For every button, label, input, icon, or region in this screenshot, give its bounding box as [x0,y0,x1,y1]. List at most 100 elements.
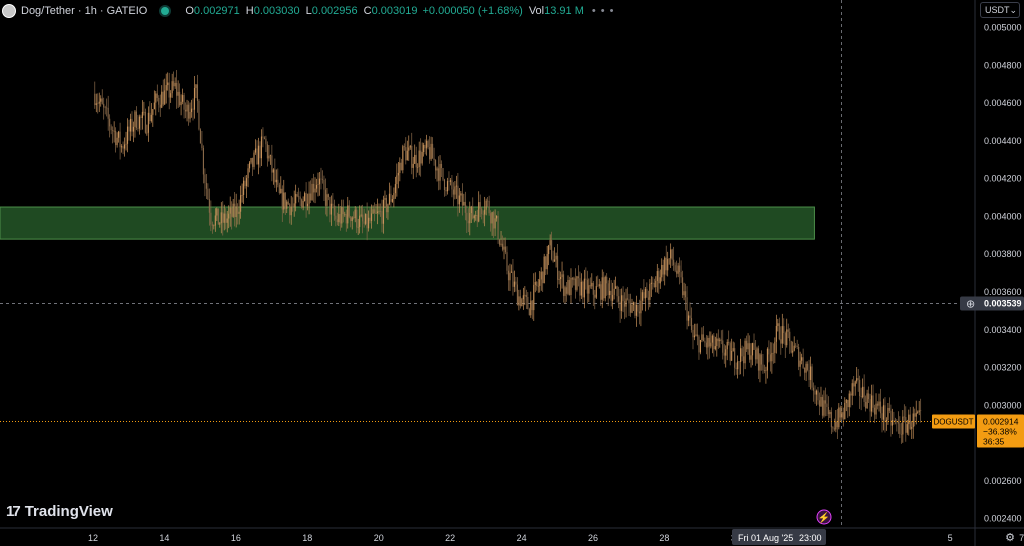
candle-body [429,147,431,160]
symbol-tag[interactable] [932,414,975,429]
candle-body [494,218,496,229]
candle-body [241,194,243,196]
candle-body [393,193,395,199]
candle-body [277,179,279,185]
price-axis[interactable]: 0.005000 0.004800 0.004600 0.004400 0.004200… [974,0,1022,546]
tradingview-logo[interactable]: 17 TradingView [6,503,113,520]
candle-body [225,213,227,223]
candle-body [804,367,806,373]
candle-body [223,213,225,223]
candle-body [731,350,733,361]
candle-body [180,101,182,106]
candle-body [658,271,660,284]
candle-body [365,213,367,224]
currency-selector[interactable]: USDT ⌄ [980,2,1020,18]
candle-body [583,278,585,298]
last-price-tag[interactable] [977,414,1024,448]
candle-body [772,352,774,354]
candle-body [824,400,826,404]
candle-body [330,203,332,215]
candle-body [817,390,819,401]
candle-body [519,296,521,307]
candle-body [778,323,780,340]
candle-body [744,340,746,364]
candle-body [851,383,853,396]
candle-body [152,109,154,115]
candle-body [869,399,871,412]
candle-body [244,180,246,187]
candle-body [222,212,224,223]
candle-body [147,112,149,133]
candle-body [814,390,816,395]
candle-body [619,301,621,311]
time-axis[interactable]: 1214161820222426283057 [0,527,1024,543]
crosshair-price-tag[interactable] [960,296,1024,311]
candle-body [716,338,718,347]
candle-body [673,259,675,266]
candle-body [537,285,539,287]
candle-body [512,271,514,287]
candle-body [524,294,526,296]
candle-body [835,421,837,430]
low-value: 0.002956 [311,5,358,17]
candle-body [427,140,429,148]
candle-body [390,193,392,202]
candle-body [836,421,838,428]
candle-body [103,103,105,108]
add-alert-icon[interactable]: ⊕ [966,299,975,311]
close-value: 0.003019 [371,5,418,17]
candle-body [217,208,219,225]
candle-body [696,334,699,337]
symbol-title[interactable]: Dog/Tether · 1h · GATEIO [21,5,148,17]
candle-body [446,181,449,192]
candle-body [448,181,450,182]
candle-body [369,217,371,221]
candle-body [207,188,209,200]
candle-body [629,303,632,313]
candle-body [473,215,475,219]
candle-body [714,346,716,350]
candle-body [382,199,385,224]
last-price-value: 0.002914 [983,417,1019,427]
candle-body [493,212,495,229]
candle-body [705,342,707,348]
candle-body [104,107,106,109]
candle-body [199,129,201,144]
candle-body [240,195,242,212]
demand-zone[interactable] [0,206,815,240]
candle-body [177,91,179,96]
price-tick-label: 0.004400 [984,136,1022,146]
time-tick-label: 18 [302,533,312,543]
settings-gear-icon[interactable]: ⚙ [1005,532,1015,544]
candle-body [875,403,877,415]
candle-body [690,318,693,331]
more-options-icon[interactable]: • • • [591,5,615,17]
candle-body [275,179,277,183]
candle-body [826,403,828,407]
candle-body [625,298,627,307]
candle-body [445,189,447,192]
candle-body [307,203,309,207]
event-bolt-icon[interactable] [816,509,832,525]
candle-body [231,207,233,217]
candle-body [832,427,834,429]
candle-body [229,207,231,214]
candle-body [525,294,527,298]
candle-body [372,209,374,214]
candle-body [656,271,658,281]
candle-body [756,348,758,360]
candle-body [469,213,471,224]
candle-body [435,160,437,171]
chevron-down-icon: ⌄ [1009,4,1018,15]
candle-body [652,282,654,284]
crosshair-date: Fri 01 Aug '25 [738,533,793,543]
candle-body [415,154,417,168]
candle-body [515,281,517,285]
candle-body [394,184,396,194]
candle-body [457,185,459,205]
candle-body [708,337,710,347]
candle-body [622,295,624,302]
candle-body [248,162,251,169]
candle-body [317,184,319,185]
